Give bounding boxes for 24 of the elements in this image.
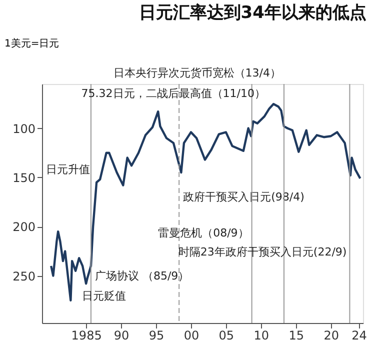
chart-title: 日元汇率达到34年以来的低点	[138, 3, 366, 23]
y-tick-label: 150	[12, 170, 36, 185]
annotation: 75.32日元，二战后最高值（11/10）	[81, 86, 266, 100]
annotation: 日元升值	[46, 163, 90, 176]
x-tick-label: 1985	[71, 328, 102, 342]
y-tick-label: 100	[12, 122, 36, 136]
line-series	[50, 102, 362, 302]
x-tick-label: 20	[324, 328, 339, 342]
ref-line-label: 政府干预买入日元(98/4)	[183, 190, 304, 204]
x-tick-label: 24	[352, 328, 367, 342]
ref-line-label: 雷曼危机（08/9）	[158, 226, 249, 240]
annotation: 日元贬值	[82, 290, 126, 303]
ref-line-label: 广场协议 （85/9）	[94, 269, 190, 282]
x-tick-label: 00	[184, 328, 200, 342]
x-tick-label: 90	[114, 328, 130, 342]
x-tick-label: 05	[218, 328, 234, 342]
x-tick-label: 15	[288, 328, 304, 342]
y-tick-label: 250	[12, 269, 36, 284]
x-tick-label: 95	[148, 328, 164, 342]
ref-line-label: 日本央行异次元货币宽松（13/4）	[113, 66, 281, 80]
y-tick-label: 200	[12, 220, 36, 234]
x-tick-label: 10	[254, 328, 270, 342]
ref-line-label: 时隔23年政府干预买入日元(22/9)	[178, 246, 347, 259]
y-axis-title: 1美元=日元	[4, 38, 60, 50]
